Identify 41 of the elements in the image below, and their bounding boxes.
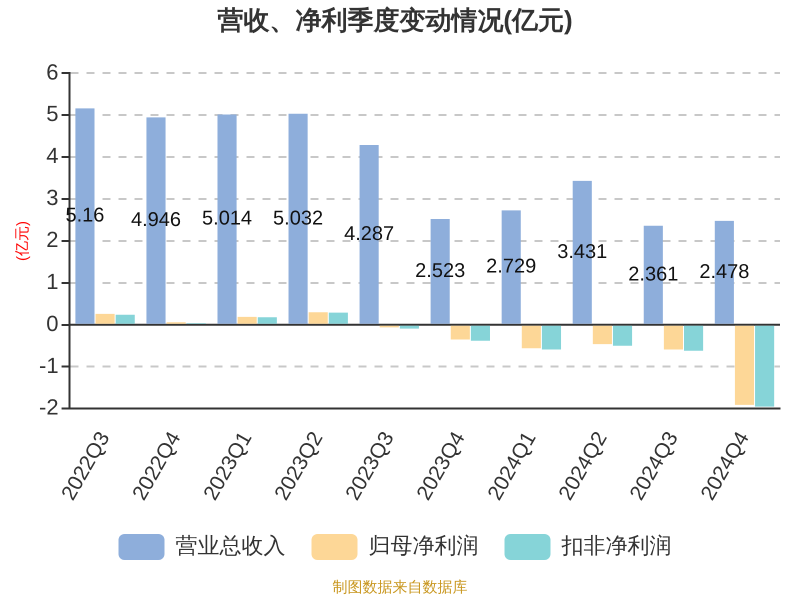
bar [734,326,754,405]
data-label: 2.729 [486,256,536,278]
bar [308,312,328,324]
bar [470,326,490,341]
y-tick-label: 0 [46,310,59,336]
y-tick-label: 4 [46,143,59,168]
legend-label: 扣非净利润 [560,533,672,558]
text: 制图数据来自数据库 [332,579,468,596]
data-label: 2.478 [699,260,750,283]
bar [328,312,348,324]
chart-title: 营收、净利季度变动情况(亿元) [216,4,573,35]
bar [258,317,277,324]
bar [400,326,419,329]
data-label: 5.014 [202,208,252,230]
bar [612,326,632,346]
bar [450,326,470,340]
data-label: 4.946 [130,209,182,232]
y-tick-label: 3 [46,185,59,210]
data-label: 5.032 [273,207,324,230]
data-label: 3.431 [557,240,608,263]
y-axis-title: (亿元) [14,220,32,261]
data-label: 2.361 [628,263,678,286]
bar [116,314,135,324]
bar [755,326,774,407]
y-tick-label: 1 [46,268,59,294]
y-tick-label: 2 [46,227,59,252]
bar [592,326,612,344]
bar [522,326,541,348]
legend-label: 归母净利润 [368,533,478,558]
y-tick-label: -1 [39,352,59,378]
bar [664,326,683,350]
bar [542,326,562,350]
data-label: 4.287 [344,222,394,245]
y-tick-label: -2 [39,394,59,420]
bar [238,316,257,324]
legend-label: 营业总收入 [176,533,286,558]
y-tick-label: 5 [46,101,59,126]
bar [96,314,115,324]
bar [684,326,704,351]
y-tick-label: 6 [46,59,59,84]
data-label: 2.523 [415,260,466,282]
